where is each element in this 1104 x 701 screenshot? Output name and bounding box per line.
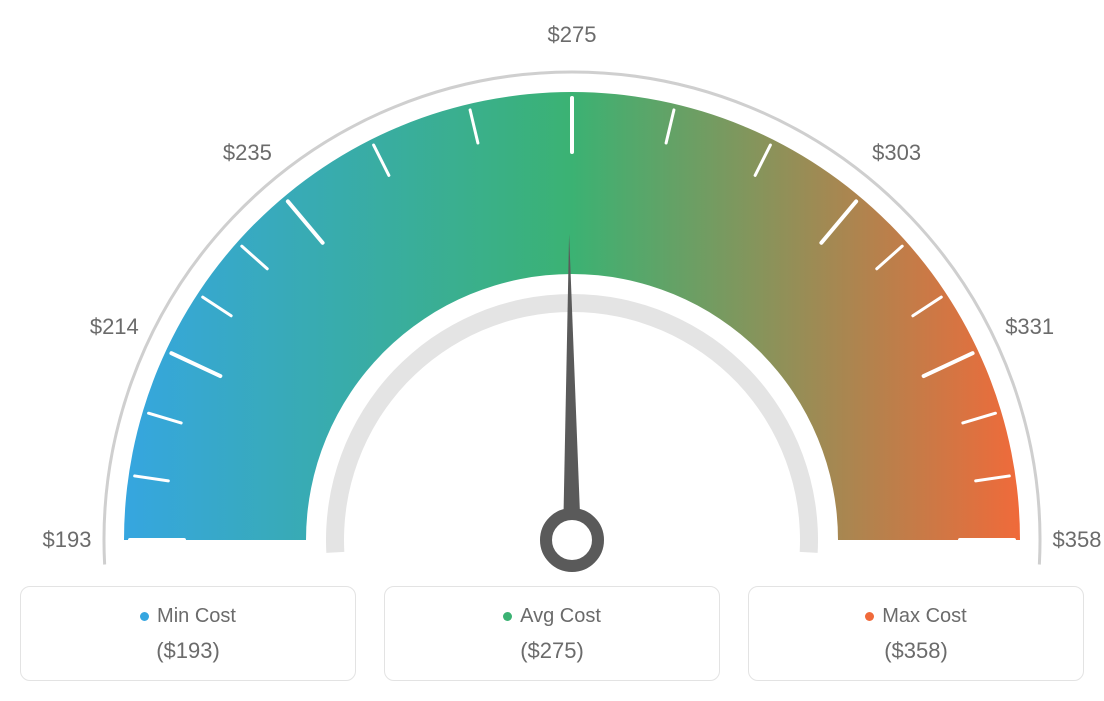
summary-cards: Min Cost ($193) Avg Cost ($275) Max Cost… (20, 586, 1084, 681)
needle-hub (546, 514, 598, 566)
gauge-tick-label: $235 (223, 140, 272, 166)
avg-cost-label: Avg Cost (520, 605, 601, 627)
avg-cost-title: Avg Cost (395, 605, 709, 628)
max-cost-label: Max Cost (882, 605, 966, 627)
gauge-tick-label: $358 (1053, 527, 1102, 553)
avg-cost-card: Avg Cost ($275) (384, 586, 720, 681)
max-dot-icon (865, 612, 874, 621)
avg-cost-value: ($275) (395, 638, 709, 664)
gauge-tick-label: $275 (548, 22, 597, 48)
max-cost-title: Max Cost (759, 605, 1073, 628)
avg-dot-icon (503, 612, 512, 621)
cost-gauge: $193$214$235$275$303$331$358 (20, 20, 1084, 580)
min-cost-label: Min Cost (157, 605, 236, 627)
gauge-needle (563, 234, 581, 540)
gauge-tick-label: $193 (43, 527, 92, 553)
min-cost-value: ($193) (31, 638, 345, 664)
max-cost-card: Max Cost ($358) (748, 586, 1084, 681)
min-dot-icon (140, 612, 149, 621)
gauge-tick-label: $331 (1005, 314, 1054, 340)
min-cost-title: Min Cost (31, 605, 345, 628)
gauge-tick-label: $214 (90, 314, 139, 340)
gauge-tick-label: $303 (872, 140, 921, 166)
max-cost-value: ($358) (759, 638, 1073, 664)
min-cost-card: Min Cost ($193) (20, 586, 356, 681)
gauge-svg (20, 20, 1104, 580)
